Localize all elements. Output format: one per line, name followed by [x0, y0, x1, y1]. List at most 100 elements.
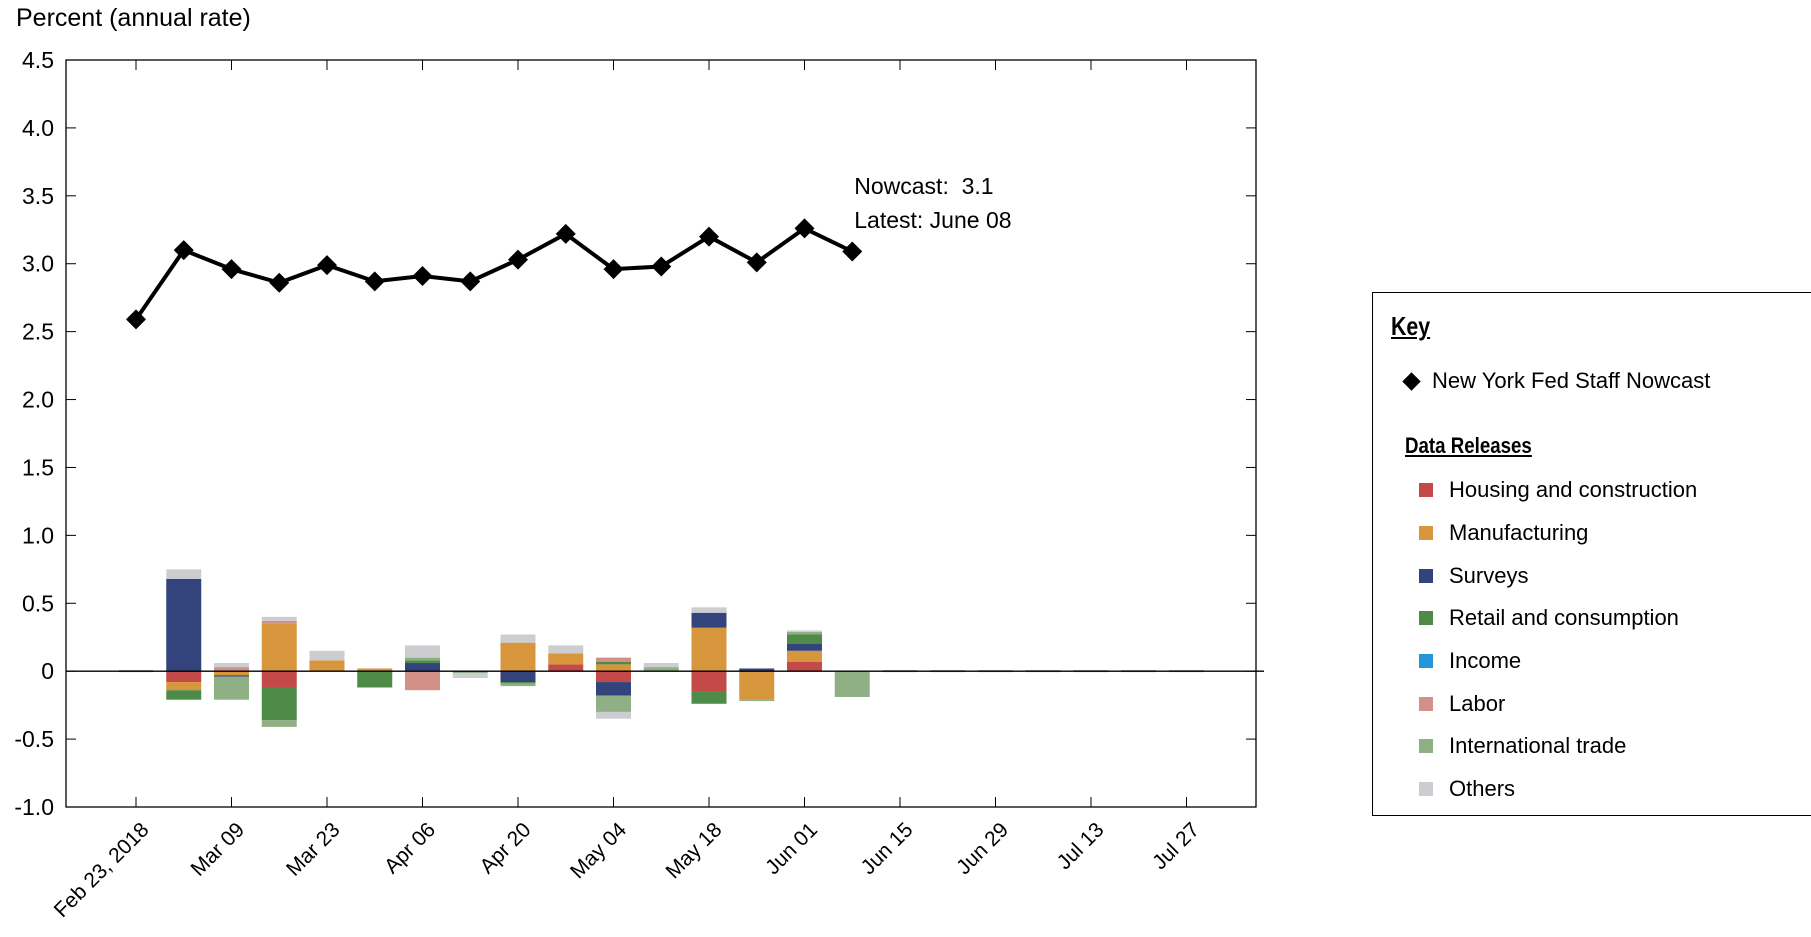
nowcast-point	[269, 272, 290, 293]
key-series-label: Surveys	[1449, 562, 1529, 588]
bar-segment	[405, 657, 440, 661]
x-tick-label: Feb 23, 2018	[50, 818, 154, 922]
key-series-swatch	[1419, 483, 1433, 498]
bar-segment	[166, 682, 202, 691]
bar-segment	[261, 687, 297, 721]
nowcast-point	[364, 271, 385, 292]
bar-segment	[214, 663, 249, 668]
bar-segment	[357, 668, 393, 672]
bar-segment	[309, 650, 345, 661]
key-series-label: International trade	[1449, 733, 1627, 759]
nowcast-point	[555, 223, 576, 244]
bar-segment	[261, 720, 297, 727]
key-series-item: International trade	[1419, 725, 1697, 768]
bar-segment	[548, 664, 584, 672]
nowcast-point	[603, 259, 624, 280]
bar-segment	[596, 682, 631, 696]
key-series-swatch	[1419, 568, 1433, 583]
nowcast-annotation: Nowcast: 3.1	[854, 173, 993, 199]
key-series-item: Manufacturing	[1419, 512, 1697, 555]
bar-segment	[309, 660, 345, 672]
key-series-swatch	[1419, 526, 1433, 541]
key-series-label: Others	[1449, 776, 1516, 802]
bar-segment	[261, 623, 297, 672]
y-tick-label: 4.5	[22, 47, 54, 73]
bar-segment	[500, 634, 536, 643]
key-title: Key	[1391, 311, 1431, 341]
bar-segment	[787, 661, 822, 672]
key-data-releases-title: Data Releases	[1405, 433, 1532, 458]
bar-segment	[261, 616, 297, 621]
nowcast-point	[746, 252, 767, 273]
key-series-item: Housing and construction	[1419, 469, 1697, 512]
bar-segment	[739, 671, 775, 700]
bar-segment	[452, 671, 488, 673]
bar-segment	[691, 627, 727, 672]
key-series-swatch	[1419, 782, 1433, 797]
bar-segment	[643, 663, 679, 668]
y-tick-label: 3.0	[22, 251, 54, 277]
x-tick-label: May 18	[662, 818, 727, 883]
nowcast-point	[412, 265, 433, 286]
key-series-label: Retail and consumption	[1449, 605, 1679, 631]
bar-segment	[548, 653, 584, 665]
key-nowcast-label: New York Fed Staff Nowcast	[1432, 368, 1711, 393]
nowcast-point	[508, 249, 528, 270]
bar-segment	[261, 620, 297, 624]
x-tick-label: Jun 01	[761, 818, 822, 879]
bar-segment	[739, 668, 775, 672]
x-tick-label: May 04	[566, 818, 631, 883]
bar-segment	[405, 660, 440, 664]
key-series-swatch	[1419, 739, 1433, 754]
nowcast-chart: 4.5 4.0 3.5 3.0 2.5 2.0 1.5 1.0 0.5 0 -0.5 -1.0Feb …	[14, 47, 1264, 922]
y-tick-label: 0	[41, 658, 54, 684]
bar-segment	[214, 675, 249, 677]
bar-segment	[787, 634, 822, 645]
x-tick-label: Jul 13	[1053, 818, 1109, 874]
bar-segment	[596, 695, 631, 712]
bar-segment	[261, 671, 297, 688]
y-tick-label: 3.5	[22, 183, 54, 209]
bar-segment	[357, 671, 393, 688]
key-series-swatch	[1419, 696, 1433, 711]
bar-segment	[787, 631, 822, 635]
nowcast-point	[460, 271, 481, 292]
key-series-label: Income	[1449, 648, 1522, 674]
bar-segment	[787, 630, 822, 632]
bar-segment	[691, 671, 727, 692]
key-series-item: Labor	[1419, 682, 1697, 725]
y-tick-label: 4.0	[22, 115, 54, 141]
bar-segment	[787, 650, 822, 662]
y-tick-label: 0.5	[22, 590, 54, 616]
nowcast-point	[173, 240, 194, 261]
bar-segment	[214, 671, 249, 676]
bar-segment	[596, 661, 631, 665]
y-axis-label: Percent (annual rate)	[16, 4, 251, 32]
key-series-swatch	[1419, 611, 1433, 626]
x-tick-label: Jun 15	[857, 818, 918, 879]
bar-segment	[691, 691, 727, 704]
y-tick-label: -0.5	[14, 726, 54, 752]
bar-segment	[166, 578, 202, 672]
bar-segment	[739, 699, 775, 702]
key-series-item: Retail and consumption	[1419, 597, 1697, 640]
y-tick-label: 2.5	[22, 319, 54, 345]
bar-segment	[596, 711, 631, 719]
bar-segment	[596, 664, 631, 672]
y-tick-label: 1.0	[22, 522, 54, 548]
bar-segment	[500, 671, 536, 683]
bar-segment	[548, 645, 584, 654]
x-tick-label: Mar 09	[187, 818, 249, 880]
plot-frame	[65, 59, 1257, 808]
key-series-item: Others	[1419, 768, 1697, 811]
key-series-label: Manufacturing	[1449, 520, 1589, 546]
nowcast-line	[134, 226, 854, 321]
bar-segment	[500, 642, 536, 672]
bar-segment	[166, 569, 202, 579]
x-tick-label: Apr 06	[380, 818, 440, 878]
key-series-item: Surveys	[1419, 554, 1697, 597]
key-series-item: Income	[1419, 640, 1697, 683]
bar-segment	[643, 667, 679, 672]
bar-segment	[405, 671, 440, 691]
y-tick-label: 1.5	[22, 454, 54, 480]
